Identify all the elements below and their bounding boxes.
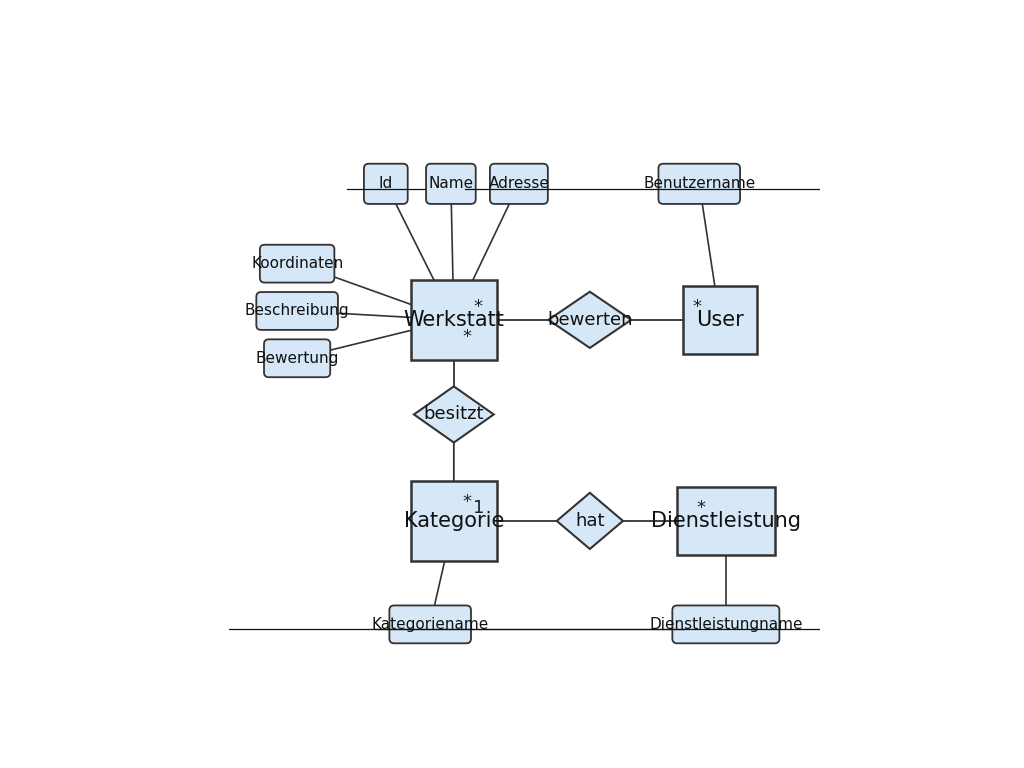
FancyBboxPatch shape (658, 164, 740, 204)
Polygon shape (557, 493, 623, 549)
Text: *: * (463, 328, 471, 346)
Text: Name: Name (428, 177, 473, 191)
Text: 1: 1 (473, 499, 484, 517)
FancyBboxPatch shape (683, 286, 757, 354)
FancyBboxPatch shape (264, 339, 331, 377)
FancyBboxPatch shape (260, 245, 335, 283)
Text: Kategorie: Kategorie (403, 511, 504, 531)
FancyBboxPatch shape (673, 605, 779, 644)
Text: Beschreibung: Beschreibung (245, 303, 349, 319)
Text: Koordinaten: Koordinaten (251, 257, 343, 271)
Text: *: * (697, 499, 706, 517)
FancyBboxPatch shape (364, 164, 408, 204)
Text: User: User (696, 310, 743, 329)
Polygon shape (414, 386, 494, 442)
Text: *: * (463, 493, 471, 511)
Text: Adresse: Adresse (488, 177, 549, 191)
FancyBboxPatch shape (389, 605, 471, 644)
Text: Benutzername: Benutzername (643, 177, 756, 191)
Text: Kategoriename: Kategoriename (372, 617, 488, 632)
FancyBboxPatch shape (256, 292, 338, 330)
Text: Id: Id (379, 177, 393, 191)
FancyBboxPatch shape (489, 164, 548, 204)
Text: Dienstleistung: Dienstleistung (651, 511, 801, 531)
Text: Dienstleistungname: Dienstleistungname (649, 617, 803, 632)
FancyBboxPatch shape (411, 481, 497, 561)
Text: hat: hat (575, 512, 604, 530)
Text: *: * (692, 298, 701, 316)
Text: *: * (474, 298, 483, 316)
Text: Bewertung: Bewertung (255, 351, 339, 366)
Text: bewerten: bewerten (547, 311, 633, 329)
Polygon shape (549, 292, 631, 348)
FancyBboxPatch shape (677, 487, 774, 555)
FancyBboxPatch shape (426, 164, 476, 204)
Text: Werkstatt: Werkstatt (403, 310, 504, 329)
Text: besitzt: besitzt (424, 406, 484, 423)
FancyBboxPatch shape (411, 280, 497, 359)
